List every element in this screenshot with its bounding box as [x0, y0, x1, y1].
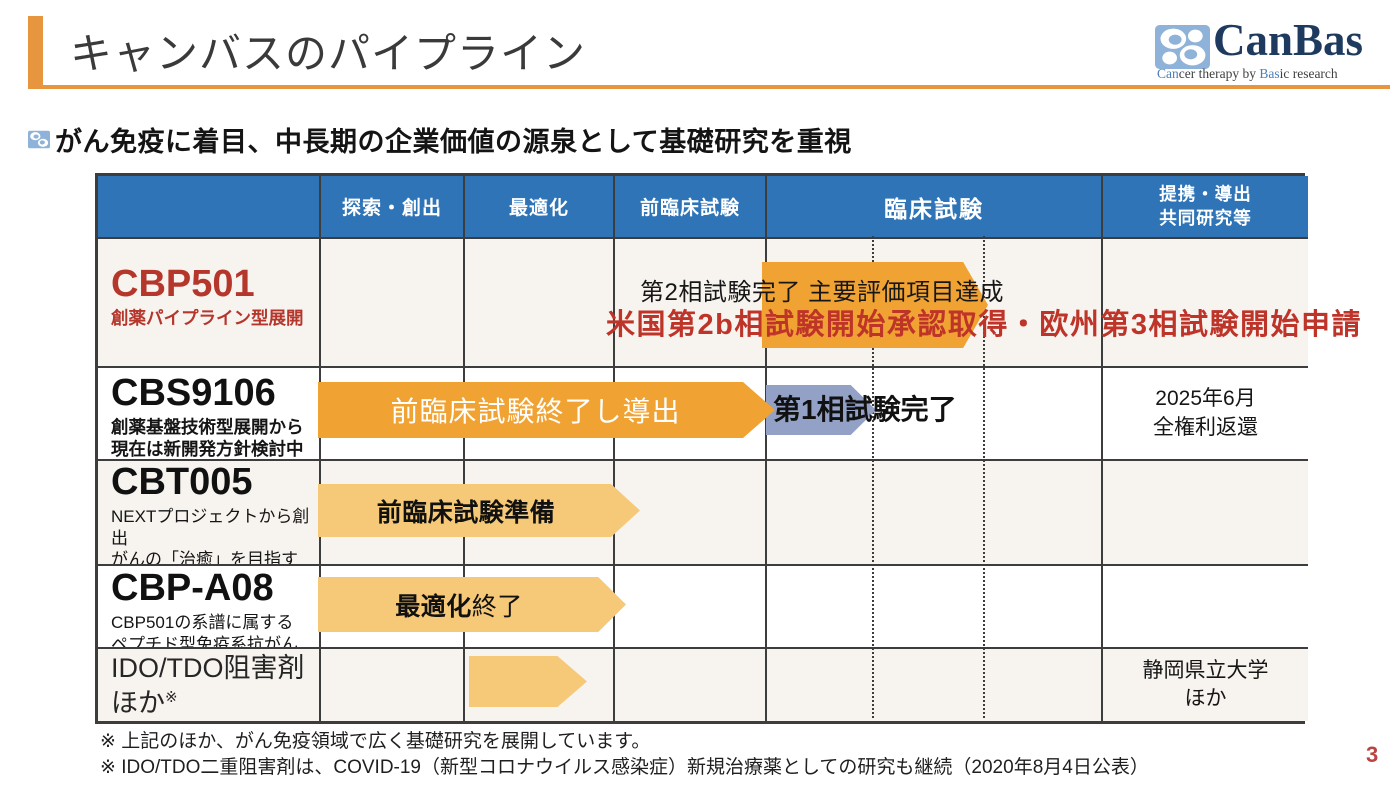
col-header-clinical: 臨床試験: [767, 176, 1103, 239]
bullet-logo-icon: [28, 130, 50, 149]
pipeline-cell: [1103, 461, 1308, 566]
drug-subline: がんの「治癒」を目指す: [111, 550, 298, 566]
col-header-optimize: 最適化: [465, 176, 615, 239]
pipeline-cell: [321, 368, 465, 461]
pipeline-cell: [767, 566, 1103, 649]
drug-name-line2-text: ほか: [111, 688, 165, 719]
pipeline-cell: [767, 461, 1103, 566]
title-underline: [28, 85, 1390, 89]
row-label-cbpa08: CBP-A08 CBP501の系譜に属する ペプチド型免疫系抗がん剤: [98, 566, 321, 649]
drug-name: IDO/TDO阻害剤: [111, 651, 311, 686]
pipeline-cell: [465, 461, 615, 566]
col-header-preclinical: 前臨床試験: [615, 176, 767, 239]
pipeline-cell: [615, 566, 767, 649]
col-header-partnering-line1: 提携・導出: [1159, 183, 1252, 204]
pipeline-grid: 探索・創出 最適化 前臨床試験 臨床試験 提携・導出 共同研究等 CBP501 …: [95, 173, 1308, 724]
partner-line: 静岡県立大学: [1142, 658, 1269, 682]
col-header-partnering-line2: 共同研究等: [1159, 207, 1252, 228]
pipeline-cell: [465, 368, 615, 461]
partner-line: 2025年6月: [1155, 387, 1256, 411]
pipeline-cell: [321, 239, 465, 368]
canbas-logo-icon: [1155, 25, 1210, 69]
row-label-cbt005: CBT005 NEXTプロジェクトから創出 がんの「治癒」を目指す 新たな免疫系…: [98, 461, 321, 566]
pipeline-cell: [767, 649, 1103, 721]
partner-cell-ido-tdo: 静岡県立大学 ほか: [1103, 649, 1308, 721]
pipeline-cell: [465, 239, 615, 368]
drug-name: CBS9106: [111, 372, 276, 414]
footnote-line: ※ IDO/TDO二重阻害剤は、COVID-19（新型コロナウイルス感染症）新規…: [100, 757, 1149, 778]
canbas-logo: CanBas Cancer therapy by Basic research: [1155, 15, 1390, 84]
col-header-explore: 探索・創出: [321, 176, 465, 239]
drug-subline: 創薬パイプライン型展開: [111, 307, 304, 328]
pipeline-cell: [1103, 239, 1308, 368]
page-number: 3: [1366, 742, 1379, 767]
pipeline-table: 探索・創出 最適化 前臨床試験 臨床試験 提携・導出 共同研究等 CBP501 …: [95, 173, 1360, 724]
drug-subline: NEXTプロジェクトから創出: [111, 506, 310, 548]
drug-subline: ペプチド型免疫系抗がん剤: [111, 634, 298, 649]
row-label-cbs9106: CBS9106 創薬基盤技術型展開から 現在は新開発方針検討中: [98, 368, 321, 461]
pipeline-cell: [321, 461, 465, 566]
drug-name: CBP-A08: [111, 567, 274, 609]
subtitle-text: がん免疫に着目、中長期の企業価値の源泉として基礎研究を重視: [55, 127, 852, 157]
tagline-part: Can: [1157, 66, 1179, 81]
pipeline-cell: [615, 461, 767, 566]
drug-name-line2: ほか※: [111, 686, 311, 721]
pipeline-cell: [1103, 566, 1308, 649]
footnotes: ※ 上記のほか、がん免疫領域で広く基礎研究を展開しています。 ※ IDO/TDO…: [100, 729, 1149, 781]
pipeline-cell: [321, 566, 465, 649]
col-header-partnering: 提携・導出 共同研究等: [1103, 176, 1308, 239]
header-corner-cell: [98, 176, 321, 239]
partner-cell-cbs9106: 2025年6月 全権利返還: [1103, 368, 1308, 461]
pipeline-cell: [321, 649, 465, 721]
note-mark: ※: [165, 689, 178, 707]
pipeline-cell: [615, 368, 767, 461]
drug-name: CBT005: [111, 461, 253, 503]
pipeline-cell: [615, 239, 767, 368]
drug-subline: CBP501の系譜に属する: [111, 612, 294, 632]
row-label-ido-tdo: IDO/TDO阻害剤 ほか※: [98, 649, 321, 721]
pipeline-cell: [465, 649, 615, 721]
tagline-part: cer therapy by: [1178, 66, 1260, 81]
drug-name: CBP501: [111, 263, 255, 305]
tagline-part: ic research: [1279, 66, 1338, 81]
drug-name-text: IDO/TDO阻害剤: [111, 653, 305, 683]
pipeline-cell: [465, 566, 615, 649]
drug-subline: 創薬基盤技術型展開から: [111, 416, 304, 437]
pipeline-cell: [615, 649, 767, 721]
drug-subline: 現在は新開発方針検討中: [111, 438, 304, 459]
canbas-wordmark: CanBas: [1213, 15, 1364, 65]
row-label-cbp501: CBP501 創薬パイプライン型展開: [98, 239, 321, 368]
footnote-line: ※ 上記のほか、がん免疫領域で広く基礎研究を展開しています。: [100, 731, 651, 752]
slide-subtitle: がん免疫に着目、中長期の企業価値の源泉として基礎研究を重視: [28, 120, 852, 159]
tagline-part: Bas: [1259, 66, 1280, 81]
title-accent-bar: [28, 16, 43, 87]
page-title: キャンバスのパイプライン: [70, 30, 587, 77]
canbas-tagline: Cancer therapy by Basic research: [1157, 66, 1338, 82]
partner-line: ほか: [1184, 687, 1227, 710]
partner-line: 全権利返還: [1153, 415, 1258, 439]
pipeline-cell: [767, 239, 1103, 368]
pipeline-cell: [767, 368, 1103, 461]
